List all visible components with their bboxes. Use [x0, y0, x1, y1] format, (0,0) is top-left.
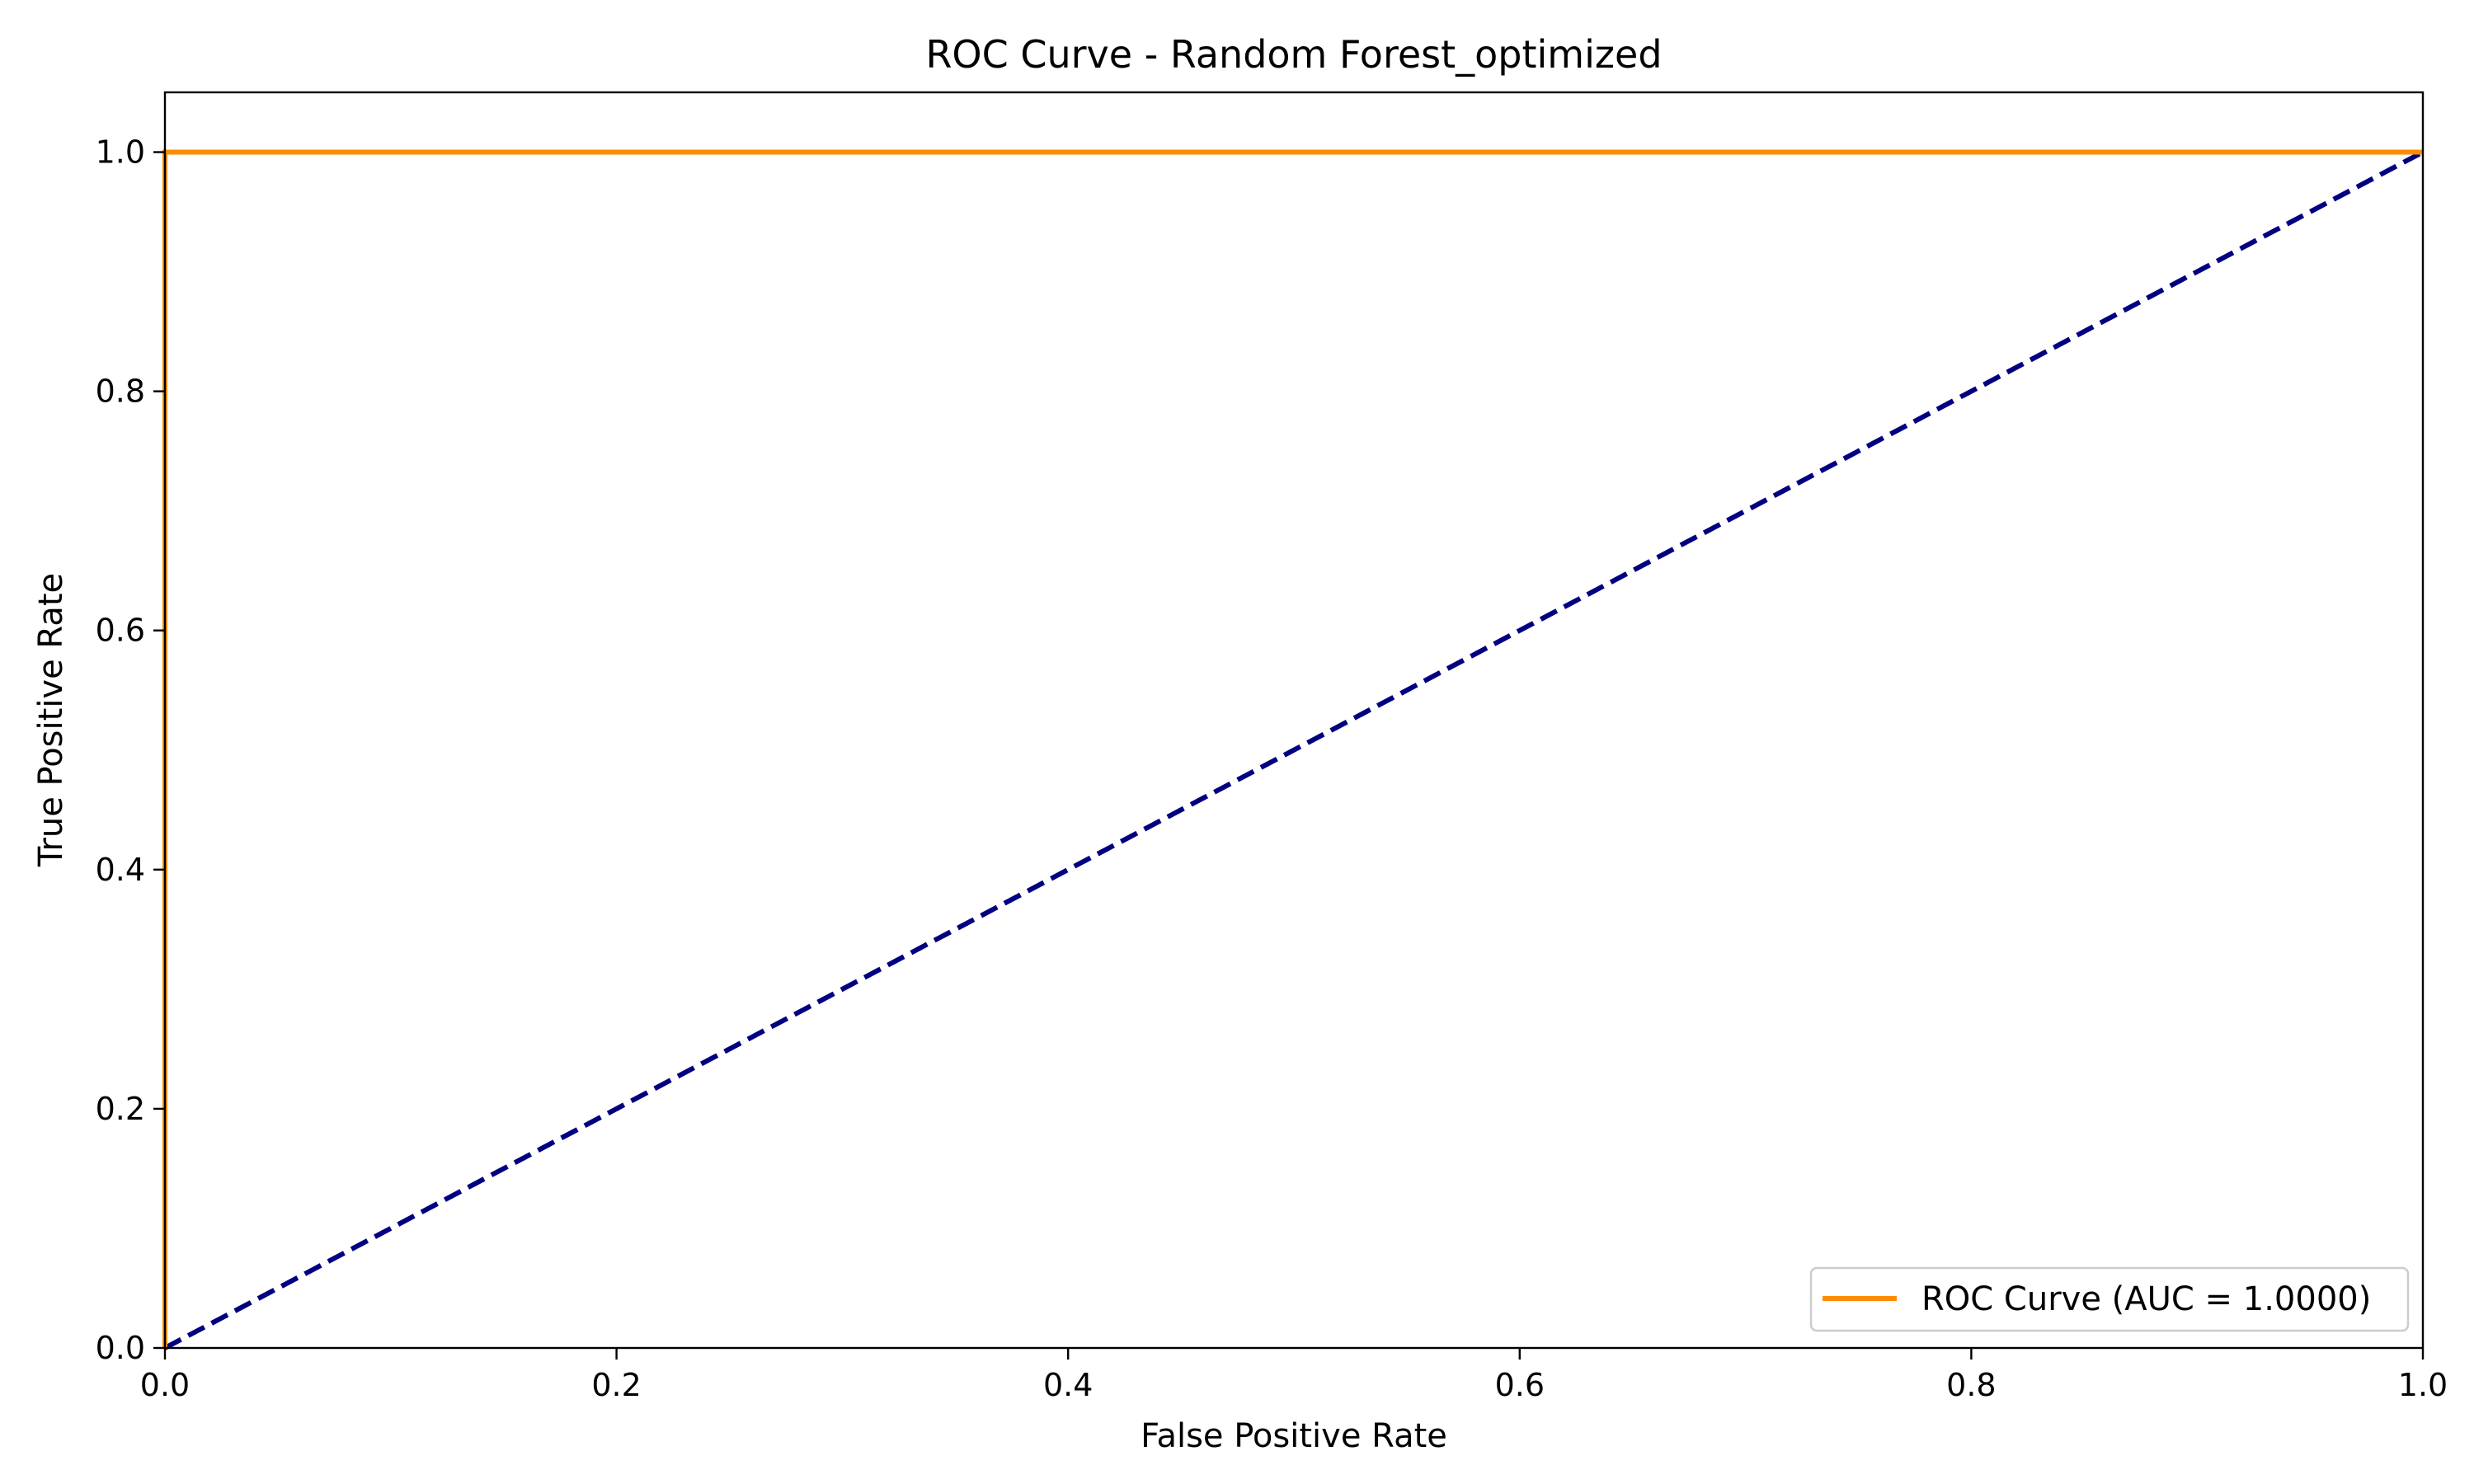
series-line-reference: [163, 149, 2425, 1350]
plot-area: [162, 91, 2425, 1350]
plot-frame: [163, 91, 2425, 1350]
y-axis-label: True Positive Rate: [32, 573, 70, 867]
chart-title: ROC Curve - Random Forest_optimized: [925, 32, 1662, 77]
y-tick-label: 0.6: [96, 613, 145, 649]
legend-label-roc: ROC Curve (AUC = 1.0000): [1921, 1280, 2371, 1318]
y-tick-label: 1.0: [96, 134, 145, 171]
plot-background: [165, 92, 2423, 1348]
legend: ROC Curve (AUC = 1.0000): [1809, 1266, 2410, 1332]
y-tick-label: 0.8: [96, 373, 145, 410]
x-tick-label: 0.8: [1946, 1367, 1996, 1403]
y-tick-label: 0.2: [96, 1091, 145, 1127]
x-axis: 0.0 0.2 0.4 0.6 0.8 1.0: [140, 1348, 2448, 1403]
y-tick-label: 0.4: [96, 852, 145, 888]
x-tick-label: 0.4: [1043, 1367, 1093, 1403]
y-tick-label: 0.0: [96, 1330, 145, 1366]
x-axis-label: False Positive Rate: [1141, 1417, 1447, 1455]
x-tick-label: 0.0: [140, 1367, 190, 1403]
x-tick-label: 0.2: [591, 1367, 641, 1403]
y-axis: 0.0 0.2 0.4 0.6 0.8 1.0: [96, 134, 165, 1366]
legend-box: [1809, 1266, 2410, 1332]
x-tick-label: 1.0: [2398, 1367, 2448, 1403]
x-tick-label: 0.6: [1495, 1367, 1545, 1403]
